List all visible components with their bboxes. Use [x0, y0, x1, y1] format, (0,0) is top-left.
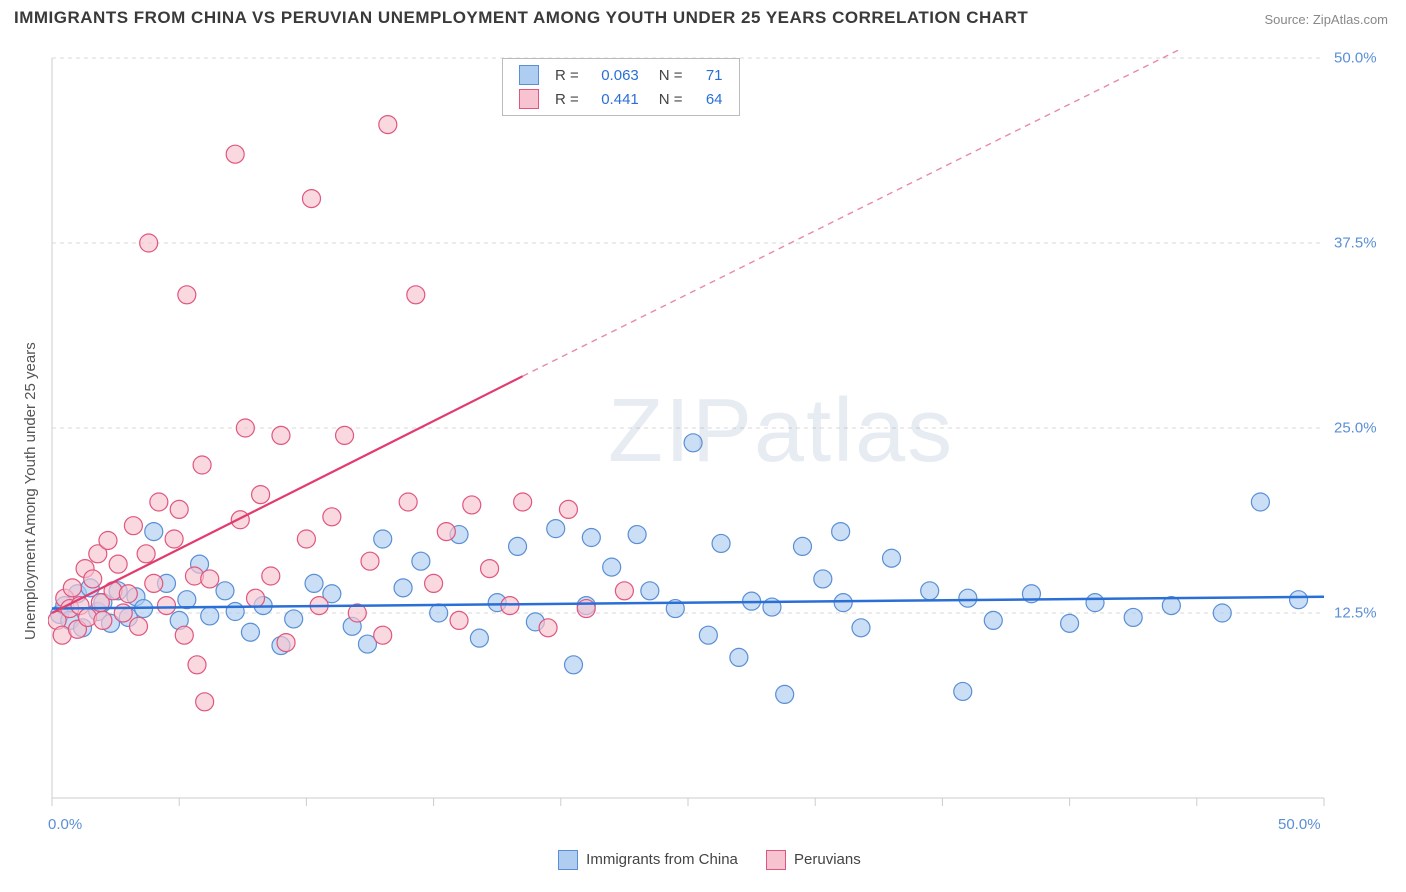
x-tick-label: 50.0%: [1278, 816, 1321, 828]
y-tick-label: 37.5%: [1334, 235, 1377, 252]
y-tick-label: 25.0%: [1334, 420, 1377, 437]
y-axis-label: Unemployment Among Youth under 25 years: [22, 342, 39, 640]
y-tick-label: 12.5%: [1334, 605, 1377, 622]
legend-series: Immigrants from China Peruvians: [558, 850, 889, 870]
source-label: Source: ZipAtlas.com: [1264, 12, 1388, 27]
y-tick-label: 50.0%: [1334, 50, 1377, 67]
correlation-chart: ZIPatlas R =0.063N =71R =0.441N =64 12.5…: [48, 50, 1328, 830]
legend-stats: R =0.063N =71R =0.441N =64: [502, 58, 740, 116]
chart-svg: [48, 50, 1328, 830]
legend-stats-table: R =0.063N =71R =0.441N =64: [513, 63, 729, 111]
chart-title: IMMIGRANTS FROM CHINA VS PERUVIAN UNEMPL…: [14, 8, 1028, 28]
x-tick-label: 0.0%: [48, 816, 82, 828]
